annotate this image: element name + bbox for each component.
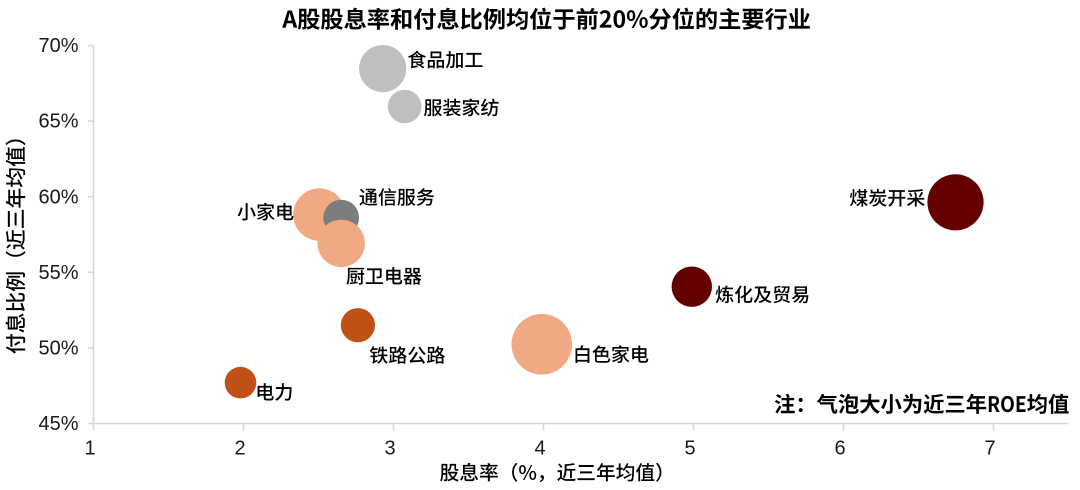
svg-text:4: 4	[534, 437, 545, 459]
svg-text:55%: 55%	[38, 262, 78, 284]
svg-text:65%: 65%	[38, 111, 78, 133]
svg-text:2: 2	[234, 437, 245, 459]
svg-text:45%: 45%	[38, 413, 78, 435]
svg-text:70%: 70%	[38, 35, 78, 57]
svg-text:6: 6	[834, 437, 845, 459]
svg-text:50%: 50%	[38, 338, 78, 360]
svg-text:60%: 60%	[38, 186, 78, 208]
svg-text:3: 3	[384, 437, 395, 459]
svg-text:7: 7	[984, 437, 995, 459]
svg-text:1: 1	[84, 437, 95, 459]
svg-text:5: 5	[684, 437, 695, 459]
